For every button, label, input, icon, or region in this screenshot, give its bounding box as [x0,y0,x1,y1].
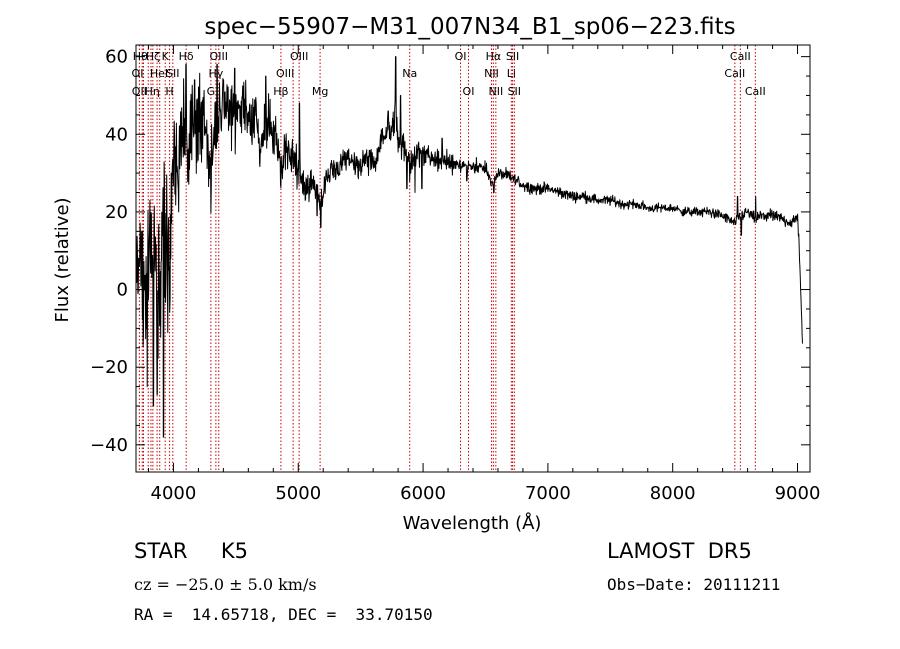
plot-frame [135,44,811,473]
line-marker-label: K [162,50,170,63]
y-tick-label: 60 [105,47,128,68]
y-tick-label: −20 [90,357,128,378]
line-marker-label: OI [132,67,144,80]
x-axis-label: Wavelength (Å) [403,512,542,534]
line-marker-label: CaII [730,50,751,63]
x-tick-label: 9000 [775,483,821,504]
line-marker-label: Na [402,67,417,80]
x-tick-labels: 4000 5000 6000 7000 8000 9000 [151,483,821,504]
object-class: STAR K5 [134,539,248,563]
line-marker-label: Hζ [146,50,160,63]
line-marker-label: CaII [724,67,745,80]
y-tick-label: 0 [117,280,128,301]
line-marker-label: Li [507,67,516,80]
line-marker-label: NII [484,67,499,80]
x-tick-label: 4000 [151,483,197,504]
redshift-line: cz = −25.0 ± 5.0 km/s [134,575,317,594]
line-marker-label: OIII [210,50,228,63]
line-marker-label: SII [506,50,519,63]
line-marker-label: Mg [312,85,328,98]
y-tick-label: 40 [105,124,128,145]
chart-title: spec−55907−M31_007N34_B1_sp06−223.fits [204,14,735,40]
line-marker-label: SII [508,85,521,98]
line-marker-label: HeI [150,67,168,80]
line-marker-label: Hβ [273,85,288,98]
line-marker-label: OI [455,50,467,63]
axis-ticks [136,45,810,472]
line-marker-label: CaII [745,85,766,98]
line-marker-label: Hδ [179,50,194,63]
line-marker-label: H [165,85,173,98]
x-tick-label: 5000 [275,483,321,504]
coordinates: RA = 14.65718, DEC = 33.70150 [134,605,433,624]
line-marker-label: NII [488,85,503,98]
line-marker-label: Hγ [208,67,223,80]
line-marker-label: OIII [276,67,294,80]
x-tick-label: 7000 [525,483,571,504]
line-marker-label: G [207,85,216,98]
x-tick-label: 6000 [400,483,446,504]
y-tick-labels: −40 −20 0 20 40 60 [90,47,128,456]
y-axis-label: Flux (relative) [52,197,73,322]
x-tick-label: 8000 [650,483,696,504]
obs-date: Obs−Date: 20111211 [607,575,781,594]
line-marker-label: OI [463,85,475,98]
survey-name: LAMOST DR5 [607,539,752,563]
y-tick-label: −40 [90,435,128,456]
line-marker-label: Hα [486,50,502,63]
line-marker-label: SII [166,67,179,80]
spectrum-line [135,56,803,438]
line-marker-label: Hη [145,85,160,98]
y-tick-label: 20 [105,202,128,223]
line-marker-label: OIII [290,50,308,63]
